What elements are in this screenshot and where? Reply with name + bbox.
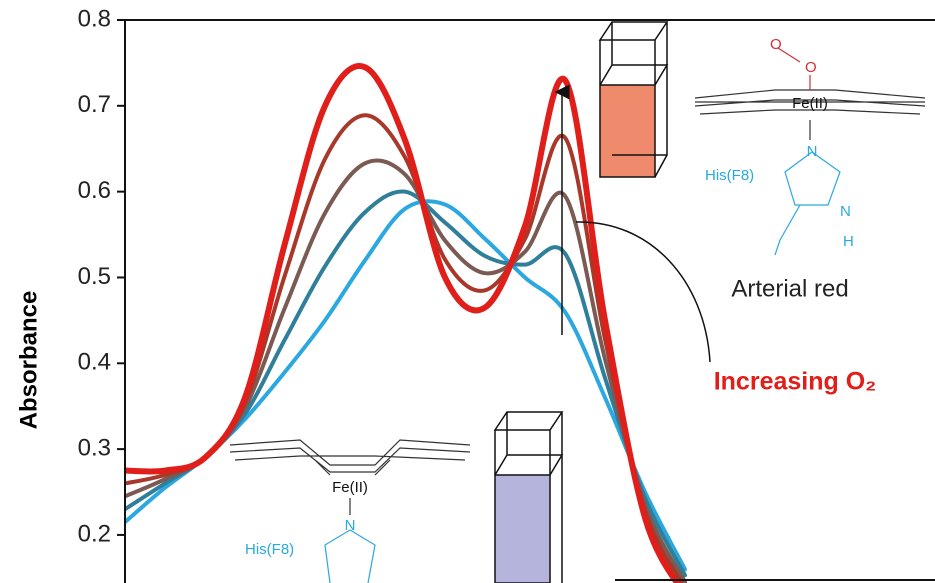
increasing-label: Increasing O₂ <box>714 368 877 396</box>
curves <box>125 63 687 583</box>
n-atom: N <box>840 203 851 220</box>
y-axis-label: Absorbance <box>15 291 42 430</box>
arterial-label: Arterial red <box>731 275 848 302</box>
blue-cuvette <box>493 411 564 583</box>
pointer <box>575 221 711 363</box>
y-tick-label: 0.5 <box>78 263 111 290</box>
h-atom: H <box>843 233 854 250</box>
n-atom: N <box>345 517 356 534</box>
his-label: His(F8) <box>705 167 754 184</box>
o-atom: O <box>805 59 817 76</box>
o-atom: O <box>770 36 782 53</box>
y-tick-label: 0.3 <box>78 434 111 461</box>
red-cuvette <box>598 21 669 178</box>
n-atom: N <box>807 143 818 160</box>
deoxy-heme <box>229 439 471 583</box>
y-tick-label: 0.7 <box>78 91 111 118</box>
y-tick-label: 0.8 <box>78 5 111 32</box>
oxy-heme <box>694 47 926 256</box>
y-tick-label: 0.4 <box>78 349 111 376</box>
y-tick-label: 0.6 <box>78 177 111 204</box>
fe-label: Fe(II) <box>792 95 828 112</box>
his-label: His(F8) <box>245 541 294 558</box>
absorbance-curve <box>125 199 687 572</box>
fe-label: Fe(II) <box>332 479 368 496</box>
y-tick-label: 0.2 <box>78 520 111 547</box>
absorbance-curve <box>125 63 681 583</box>
